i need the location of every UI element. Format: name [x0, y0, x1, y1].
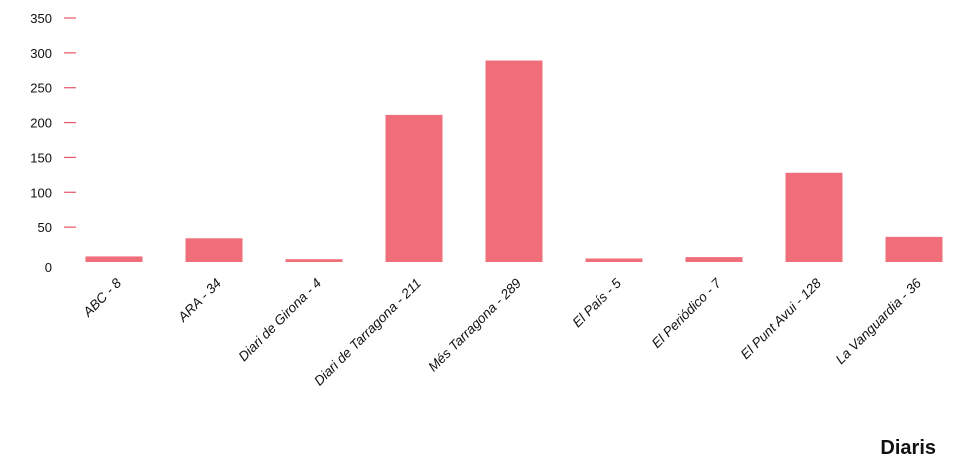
x-category-label: El País - 5 [569, 275, 624, 330]
bar [385, 114, 443, 262]
x-category-label: Diari de Girona - 4 [236, 276, 325, 365]
x-axis-labels: ABC - 8 ARA - 34 Diari de Girona - 4Diari … [79, 275, 924, 388]
bar [785, 172, 843, 262]
y-tick-label: 0 [45, 260, 52, 275]
y-tick-label: 100 [30, 185, 52, 200]
bar [85, 256, 143, 262]
y-tick-label: 150 [30, 150, 52, 165]
bar [485, 60, 543, 263]
x-category-label: ABC - 8 [79, 275, 124, 320]
y-tick-label: 350 [30, 11, 52, 26]
bar [885, 236, 943, 262]
y-tick-label: 250 [30, 81, 52, 96]
bar [185, 238, 243, 262]
bar [585, 258, 643, 262]
x-category-label: Més Tarragona - 289 [425, 275, 524, 374]
x-axis-title: Diaris [880, 437, 936, 459]
y-tick-label: 50 [38, 220, 52, 235]
x-category-label: El Periódico - 7 [649, 275, 725, 351]
x-category-label: La Vanguardia - 36 [833, 275, 925, 367]
bars [85, 60, 943, 263]
x-category-label: El Punt Avui - 128 [738, 275, 825, 362]
y-tick-label: 300 [30, 46, 52, 61]
bar [685, 257, 743, 262]
x-category-label: Diari de Tarragona - 211 [311, 276, 424, 389]
y-tick-label: 200 [30, 116, 52, 131]
x-category-label: ARA - 34 [174, 276, 224, 326]
y-axis: 0 50 100 150 200 250 300 350 [30, 11, 76, 275]
bar [285, 259, 343, 262]
